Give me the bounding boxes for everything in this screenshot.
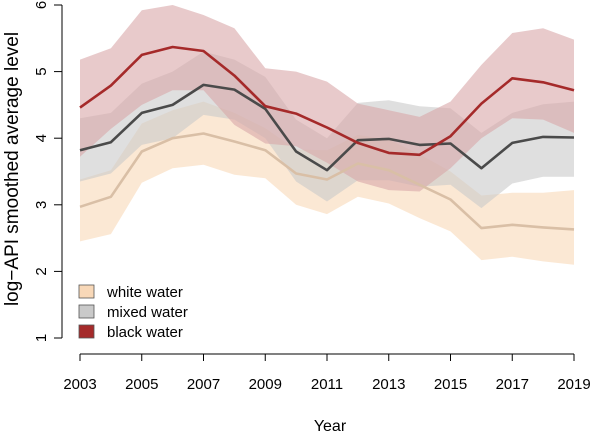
series-line-1 (79, 83, 575, 172)
x-tick-label: 2019 (557, 376, 590, 393)
x-tick-label: 2013 (372, 376, 405, 393)
x-axis: 2003 2005 2007 2009 2011 2013 2015 2017 2019 (63, 353, 591, 393)
x-tick-label: 2003 (63, 376, 96, 393)
series-line-2 (79, 45, 575, 157)
band-1 (80, 51, 574, 209)
x-tick-label: 2015 (434, 376, 467, 393)
legend-label-1: mixed water (107, 304, 188, 321)
y-tick-label: 3 (33, 201, 50, 209)
series-lines (79, 45, 575, 231)
y-axis-label: log−API smoothed average level (2, 32, 23, 306)
legend-label-0: white water (106, 284, 183, 301)
x-tick-label: 2011 (311, 376, 343, 393)
y-tick-label: 4 (33, 134, 50, 142)
x-axis-label: Year (314, 418, 347, 432)
x-tick-label: 2017 (496, 376, 529, 393)
x-tick-label: 2005 (125, 376, 158, 393)
legend-label-2: black water (107, 324, 183, 341)
y-tick-label: 5 (33, 67, 50, 75)
legend-swatch-1 (78, 304, 95, 319)
legend-swatch-2 (78, 324, 95, 339)
legend-swatch-0 (78, 284, 95, 299)
y-tick-label: 6 (33, 1, 50, 9)
y-tick-label: 1 (33, 334, 50, 342)
legend: white water mixed water black water (78, 284, 188, 341)
x-tick-label: 2009 (249, 376, 282, 393)
x-tick-label: 2007 (187, 376, 220, 393)
y-tick-label: 2 (33, 267, 50, 275)
y-axis: 1 2 3 4 5 6 (33, 1, 63, 342)
series-line-0 (79, 132, 575, 231)
